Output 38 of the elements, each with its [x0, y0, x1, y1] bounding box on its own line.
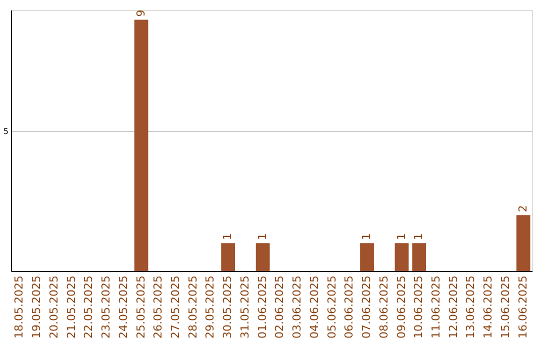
data-label: 1	[360, 233, 374, 240]
x-tick-label: 18.05.2025	[12, 276, 26, 338]
x-tick-label: 11.06.2025	[429, 276, 442, 338]
x-tick-label: 02.06.2025	[273, 276, 286, 338]
x-tick-label: 01.06.2025	[256, 276, 269, 338]
data-label: 1	[256, 233, 269, 240]
x-tick-label: 12.06.2025	[446, 276, 460, 338]
x-tick-label: 25.05.2025	[134, 276, 148, 338]
x-tick-label: 21.05.2025	[64, 276, 78, 338]
x-tick-label: 30.05.2025	[221, 276, 234, 338]
x-tick-label: 23.05.2025	[100, 276, 113, 338]
x-tick-label: 05.06.2025	[325, 276, 338, 338]
x-tick-label: 15.06.2025	[498, 276, 512, 338]
x-tick-label: 13.06.2025	[464, 276, 478, 338]
x-tick-label: 29.05.2025	[204, 276, 217, 338]
data-label: 1	[394, 233, 408, 240]
x-tick-label: 22.05.2025	[82, 276, 96, 338]
x-tick-label: 28.05.2025	[186, 276, 200, 338]
x-tick-label: 14.06.2025	[482, 276, 495, 338]
data-label: 2	[516, 205, 530, 212]
x-tick-label: 20.05.2025	[47, 276, 60, 338]
x-tick-label: 08.06.2025	[377, 276, 390, 338]
x-tick-label: 10.06.2025	[412, 276, 426, 338]
x-tick-label: 07.06.2025	[360, 276, 374, 338]
x-tick-label: 26.05.2025	[152, 276, 165, 338]
x-tick-label: 31.05.2025	[238, 276, 252, 338]
x-tick-label: 04.06.2025	[308, 276, 321, 338]
x-tick-label: 03.06.2025	[290, 276, 304, 338]
x-tick-label: 27.05.2025	[168, 276, 182, 338]
x-tick-label: 09.06.2025	[394, 276, 408, 338]
data-label: 1	[221, 233, 234, 240]
x-tick-label: 24.05.2025	[116, 276, 130, 338]
x-tick-label: 19.05.2025	[30, 276, 44, 338]
y-tick-label: 5	[3, 126, 8, 136]
x-tick-label: 16.06.2025	[516, 276, 530, 338]
data-label: 1	[412, 233, 426, 240]
x-tick-label: 06.06.2025	[342, 276, 356, 338]
data-label: 9	[134, 10, 148, 17]
